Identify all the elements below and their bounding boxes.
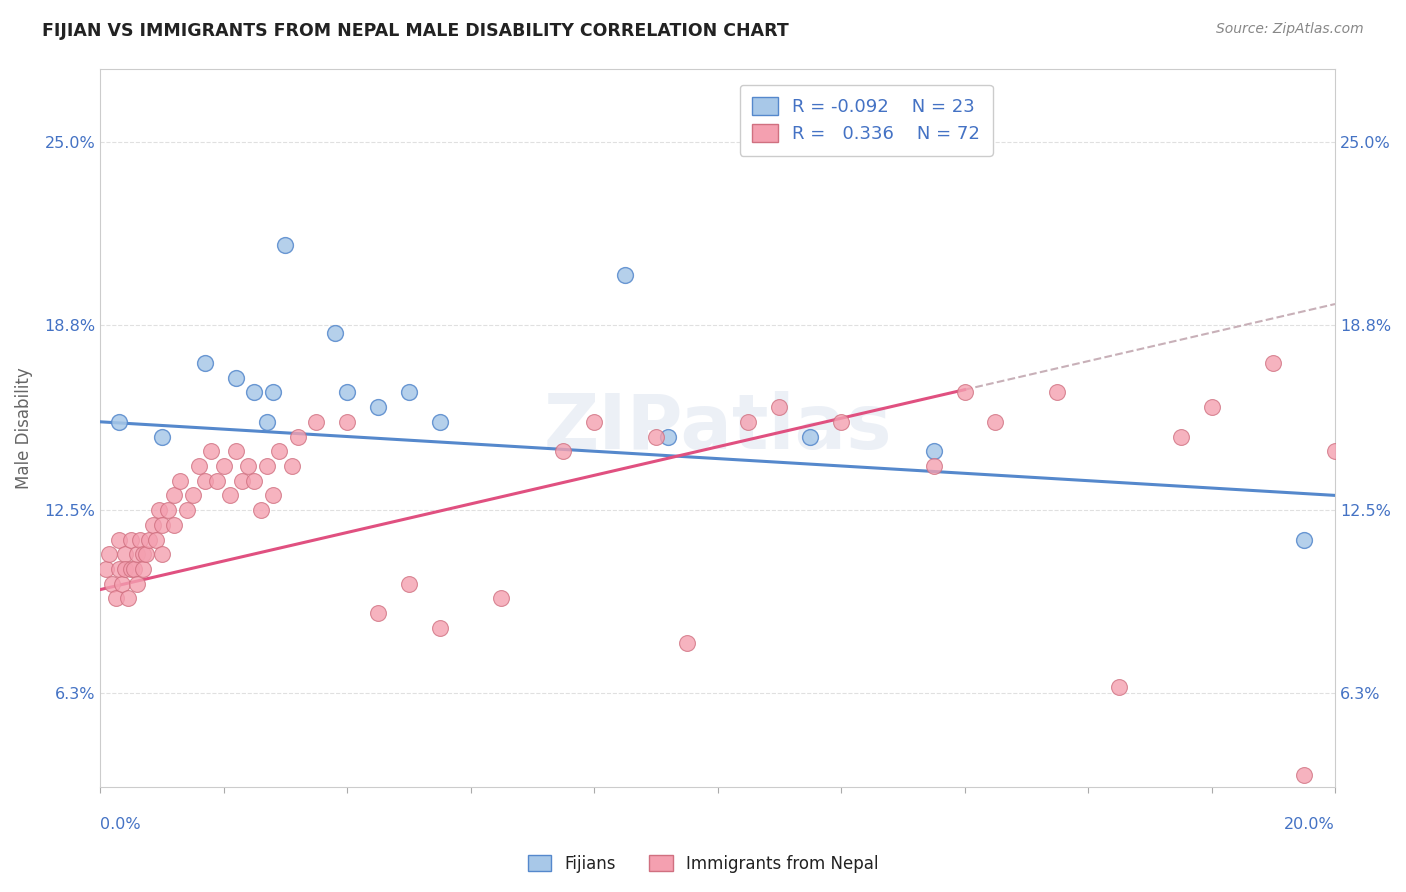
Point xyxy=(491,591,513,606)
Point xyxy=(114,547,136,561)
Point xyxy=(150,547,173,561)
Point xyxy=(1263,356,1285,370)
Legend: Fijians, Immigrants from Nepal: Fijians, Immigrants from Nepal xyxy=(522,848,884,880)
Point xyxy=(163,488,186,502)
Point xyxy=(269,444,291,458)
Point xyxy=(675,635,697,649)
Point xyxy=(953,385,976,400)
Point xyxy=(1170,429,1192,443)
Point xyxy=(305,415,328,429)
Legend: R = -0.092    N = 23, R =   0.336    N = 72: R = -0.092 N = 23, R = 0.336 N = 72 xyxy=(740,85,993,156)
Point xyxy=(225,444,247,458)
Point xyxy=(238,458,260,473)
Text: 0.0%: 0.0% xyxy=(100,817,141,832)
Text: 20.0%: 20.0% xyxy=(1284,817,1336,832)
Point xyxy=(398,576,420,591)
Point xyxy=(225,370,247,384)
Point xyxy=(107,415,129,429)
Point xyxy=(336,415,359,429)
Point xyxy=(129,533,152,547)
Point xyxy=(249,503,271,517)
Point xyxy=(127,547,149,561)
Point xyxy=(287,429,309,443)
Point xyxy=(613,268,636,282)
Point xyxy=(187,458,209,473)
Point xyxy=(583,415,606,429)
Point xyxy=(194,474,217,488)
Point xyxy=(737,415,759,429)
Point xyxy=(274,238,297,252)
Point xyxy=(1294,533,1316,547)
Point xyxy=(96,562,118,576)
Point xyxy=(429,621,451,635)
Point xyxy=(262,488,284,502)
Point xyxy=(127,576,149,591)
Point xyxy=(194,356,217,370)
Point xyxy=(231,474,253,488)
Point xyxy=(145,533,167,547)
Point xyxy=(256,458,278,473)
Point xyxy=(104,591,127,606)
Y-axis label: Male Disability: Male Disability xyxy=(15,367,32,489)
Point xyxy=(280,458,302,473)
Point xyxy=(107,562,129,576)
Point xyxy=(367,606,389,620)
Point xyxy=(336,385,359,400)
Point xyxy=(117,591,139,606)
Point xyxy=(200,444,222,458)
Point xyxy=(132,547,155,561)
Point xyxy=(107,533,129,547)
Point xyxy=(132,562,155,576)
Point xyxy=(212,458,235,473)
Point xyxy=(114,562,136,576)
Point xyxy=(367,400,389,414)
Point xyxy=(122,562,145,576)
Point xyxy=(922,444,945,458)
Point xyxy=(323,326,346,341)
Text: ZIPatlas: ZIPatlas xyxy=(543,391,891,465)
Point xyxy=(1294,768,1316,782)
Point xyxy=(243,474,266,488)
Point xyxy=(243,385,266,400)
Point xyxy=(176,503,198,517)
Point xyxy=(218,488,240,502)
Point xyxy=(157,503,180,517)
Point xyxy=(120,533,142,547)
Point xyxy=(148,503,170,517)
Point xyxy=(150,429,173,443)
Point xyxy=(644,429,666,443)
Point xyxy=(984,415,1007,429)
Point xyxy=(429,415,451,429)
Point xyxy=(1324,444,1347,458)
Point xyxy=(163,517,186,532)
Point xyxy=(101,576,124,591)
Point xyxy=(98,547,121,561)
Point xyxy=(207,474,229,488)
Point xyxy=(111,576,134,591)
Point xyxy=(830,415,852,429)
Point xyxy=(1046,385,1069,400)
Point xyxy=(181,488,204,502)
Point xyxy=(262,385,284,400)
Point xyxy=(142,517,165,532)
Text: FIJIAN VS IMMIGRANTS FROM NEPAL MALE DISABILITY CORRELATION CHART: FIJIAN VS IMMIGRANTS FROM NEPAL MALE DIS… xyxy=(42,22,789,40)
Point xyxy=(1201,400,1223,414)
Text: Source: ZipAtlas.com: Source: ZipAtlas.com xyxy=(1216,22,1364,37)
Point xyxy=(138,533,160,547)
Point xyxy=(169,474,191,488)
Point xyxy=(398,385,420,400)
Point xyxy=(150,517,173,532)
Point xyxy=(135,547,157,561)
Point xyxy=(799,429,821,443)
Point xyxy=(256,415,278,429)
Point xyxy=(922,458,945,473)
Point xyxy=(768,400,790,414)
Point xyxy=(1108,680,1130,694)
Point xyxy=(120,562,142,576)
Point xyxy=(553,444,575,458)
Point xyxy=(657,429,679,443)
